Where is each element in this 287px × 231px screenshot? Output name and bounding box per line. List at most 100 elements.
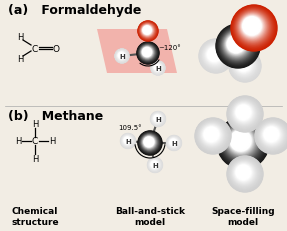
Circle shape: [139, 133, 160, 153]
Circle shape: [124, 138, 131, 144]
Circle shape: [169, 138, 179, 148]
Circle shape: [228, 128, 254, 154]
Circle shape: [212, 53, 215, 56]
Circle shape: [270, 133, 271, 134]
Circle shape: [233, 55, 256, 78]
Circle shape: [140, 24, 155, 39]
Circle shape: [156, 67, 158, 68]
Circle shape: [238, 60, 249, 70]
Circle shape: [235, 165, 252, 181]
Text: H: H: [32, 154, 38, 163]
Circle shape: [231, 40, 240, 49]
Circle shape: [225, 34, 247, 56]
Circle shape: [208, 131, 214, 137]
Circle shape: [201, 42, 230, 71]
Circle shape: [232, 54, 256, 78]
Circle shape: [228, 158, 261, 191]
Text: H: H: [171, 140, 177, 146]
Circle shape: [141, 25, 154, 38]
Circle shape: [237, 138, 241, 142]
Circle shape: [236, 11, 270, 45]
Circle shape: [236, 137, 243, 143]
Circle shape: [233, 42, 237, 46]
Circle shape: [243, 18, 261, 36]
Circle shape: [119, 54, 123, 58]
Circle shape: [148, 141, 149, 143]
Circle shape: [256, 120, 287, 153]
Circle shape: [233, 8, 274, 49]
Circle shape: [168, 137, 179, 149]
Circle shape: [152, 62, 164, 75]
Circle shape: [233, 162, 255, 184]
Text: O: O: [145, 27, 151, 36]
Circle shape: [147, 140, 150, 143]
Circle shape: [249, 24, 253, 28]
Circle shape: [202, 43, 229, 69]
Circle shape: [142, 136, 156, 150]
Circle shape: [245, 20, 259, 33]
Circle shape: [220, 121, 265, 165]
Circle shape: [122, 135, 134, 147]
Circle shape: [250, 25, 251, 26]
Circle shape: [258, 122, 287, 150]
Circle shape: [263, 127, 280, 143]
Circle shape: [267, 131, 274, 137]
Circle shape: [137, 43, 159, 64]
Circle shape: [156, 67, 158, 69]
Circle shape: [246, 21, 257, 31]
Circle shape: [153, 115, 162, 124]
Circle shape: [138, 22, 158, 42]
Circle shape: [151, 62, 165, 76]
Circle shape: [125, 138, 129, 143]
Text: H: H: [17, 55, 23, 64]
Circle shape: [236, 165, 251, 180]
Circle shape: [231, 53, 258, 79]
Circle shape: [148, 141, 149, 142]
Circle shape: [235, 10, 271, 46]
Circle shape: [229, 130, 253, 153]
Circle shape: [121, 134, 135, 149]
Circle shape: [139, 45, 156, 62]
Circle shape: [115, 50, 129, 64]
Circle shape: [258, 121, 287, 151]
Circle shape: [139, 23, 157, 41]
Circle shape: [124, 137, 131, 144]
Circle shape: [234, 104, 253, 123]
Circle shape: [238, 167, 249, 178]
Circle shape: [144, 50, 150, 55]
Circle shape: [140, 134, 159, 153]
Circle shape: [119, 54, 123, 58]
Circle shape: [141, 47, 154, 59]
Circle shape: [146, 30, 147, 31]
Text: (b)   Methane: (b) Methane: [8, 109, 103, 122]
Circle shape: [237, 166, 249, 179]
Circle shape: [154, 64, 161, 72]
Circle shape: [155, 66, 159, 70]
Circle shape: [153, 63, 163, 73]
Circle shape: [202, 43, 229, 70]
Circle shape: [239, 61, 248, 69]
Circle shape: [239, 14, 266, 41]
Circle shape: [204, 45, 226, 67]
Circle shape: [121, 134, 135, 149]
Circle shape: [143, 27, 152, 36]
Circle shape: [117, 52, 126, 61]
Text: C: C: [32, 44, 38, 53]
Circle shape: [167, 137, 180, 149]
Circle shape: [235, 104, 253, 122]
Circle shape: [249, 24, 253, 27]
Circle shape: [227, 97, 263, 132]
Circle shape: [233, 8, 274, 49]
Circle shape: [140, 24, 155, 39]
Circle shape: [139, 44, 157, 63]
Circle shape: [156, 117, 159, 120]
Circle shape: [199, 40, 232, 73]
Circle shape: [231, 161, 257, 186]
Circle shape: [238, 167, 248, 177]
Circle shape: [143, 49, 151, 57]
Circle shape: [121, 135, 134, 148]
Circle shape: [116, 51, 127, 62]
Circle shape: [139, 23, 157, 41]
Circle shape: [144, 28, 150, 34]
Circle shape: [229, 38, 242, 51]
